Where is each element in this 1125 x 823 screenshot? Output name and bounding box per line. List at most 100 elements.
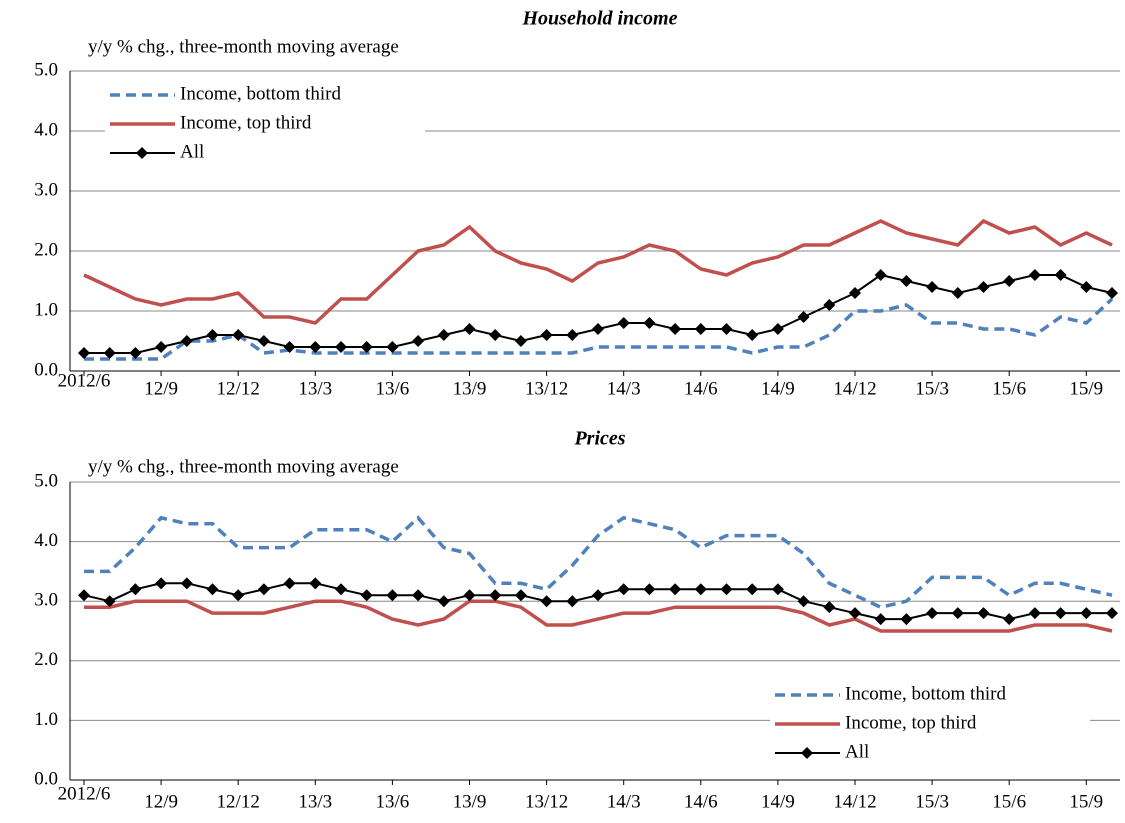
x-tick-label: 12/9 bbox=[144, 378, 178, 399]
diamond-marker bbox=[514, 335, 527, 347]
diamond-marker bbox=[309, 341, 322, 353]
diamond-marker bbox=[1106, 607, 1118, 620]
y-tick-label: 2.0 bbox=[34, 649, 58, 670]
diamond-marker bbox=[720, 323, 733, 335]
diamond-marker bbox=[335, 583, 347, 596]
series-line bbox=[83, 218, 1113, 325]
y-tick-label: 2.0 bbox=[34, 239, 58, 260]
chart-title: Prices bbox=[573, 428, 625, 450]
diamond-marker bbox=[437, 329, 450, 341]
legend-label: Income, bottom third bbox=[845, 683, 1006, 704]
diamond-marker bbox=[1003, 613, 1016, 626]
x-tick-label: 2012/6 bbox=[58, 370, 111, 391]
diamond-marker bbox=[129, 583, 142, 596]
diamond-marker bbox=[874, 613, 887, 626]
diamond-marker bbox=[360, 341, 373, 353]
x-tick-label: 14/12 bbox=[833, 378, 876, 399]
diamond-marker bbox=[1003, 275, 1016, 287]
diamond-marker bbox=[540, 595, 553, 608]
chart-title: Household income bbox=[521, 8, 677, 30]
y-tick-label: 1.0 bbox=[34, 709, 58, 730]
x-tick-label: 12/12 bbox=[217, 791, 260, 812]
diamond-marker bbox=[257, 335, 270, 347]
diamond-marker bbox=[643, 317, 656, 329]
legend-marker bbox=[801, 747, 813, 759]
x-tick-label: 14/3 bbox=[607, 378, 641, 399]
diamond-marker bbox=[412, 335, 425, 347]
diamond-marker bbox=[1028, 607, 1041, 620]
diamond-marker bbox=[1054, 269, 1067, 281]
series-line bbox=[84, 515, 1113, 610]
legend-label: All bbox=[845, 741, 869, 762]
diamond-marker bbox=[977, 281, 990, 293]
legend-label: Income, top third bbox=[845, 712, 977, 733]
x-tick-label: 12/9 bbox=[144, 791, 178, 812]
x-tick-label: 13/3 bbox=[298, 791, 332, 812]
diamond-marker bbox=[360, 589, 373, 602]
diamond-marker bbox=[129, 347, 142, 359]
diamond-marker bbox=[1106, 287, 1118, 299]
legend-marker bbox=[136, 147, 148, 159]
diamond-marker bbox=[232, 589, 245, 602]
x-tick-label: 15/6 bbox=[992, 378, 1026, 399]
diamond-marker bbox=[386, 341, 399, 353]
diamond-marker bbox=[78, 589, 90, 602]
x-tick-label: 15/9 bbox=[1069, 378, 1103, 399]
diamond-marker bbox=[669, 583, 682, 596]
diamond-marker bbox=[951, 287, 964, 299]
diamond-marker bbox=[489, 329, 502, 341]
diamond-marker bbox=[463, 323, 476, 335]
diamond-marker bbox=[694, 323, 707, 335]
diamond-marker bbox=[771, 323, 784, 335]
diamond-marker bbox=[540, 329, 553, 341]
x-tick-label: 15/9 bbox=[1069, 791, 1103, 812]
diamond-marker bbox=[103, 595, 116, 608]
diamond-marker bbox=[206, 329, 219, 341]
y-tick-label: 3.0 bbox=[34, 179, 58, 200]
x-tick-label: 14/6 bbox=[684, 791, 718, 812]
diamond-marker bbox=[874, 269, 887, 281]
diamond-marker bbox=[977, 607, 990, 620]
diamond-marker bbox=[926, 281, 939, 293]
diamond-marker bbox=[746, 583, 759, 596]
y-tick-label: 1.0 bbox=[34, 299, 58, 320]
diamond-marker bbox=[746, 329, 759, 341]
diamond-marker bbox=[797, 595, 810, 608]
diamond-marker bbox=[180, 577, 193, 590]
diamond-marker bbox=[1080, 281, 1093, 293]
diamond-marker bbox=[797, 311, 810, 323]
diamond-marker bbox=[1028, 269, 1041, 281]
x-tick-label: 13/9 bbox=[453, 791, 487, 812]
diamond-marker bbox=[823, 601, 836, 614]
diamond-marker bbox=[669, 323, 682, 335]
legend-label: Income, bottom third bbox=[180, 83, 341, 104]
y-tick-label: 4.0 bbox=[34, 119, 58, 140]
diamond-marker bbox=[1080, 607, 1093, 620]
x-tick-label: 12/12 bbox=[217, 378, 260, 399]
x-tick-label: 2012/6 bbox=[58, 783, 111, 804]
x-tick-label: 14/3 bbox=[607, 791, 641, 812]
axis-subtitle: y/y % chg., three-month moving average bbox=[88, 456, 399, 477]
diamond-marker bbox=[694, 583, 707, 596]
diamond-marker bbox=[463, 589, 476, 602]
x-tick-label: 14/12 bbox=[833, 791, 876, 812]
y-tick-label: 5.0 bbox=[34, 470, 58, 491]
diamond-marker bbox=[489, 589, 502, 602]
diamond-marker bbox=[103, 347, 116, 359]
x-tick-label: 15/3 bbox=[915, 791, 949, 812]
diamond-marker bbox=[335, 341, 347, 353]
y-tick-label: 0.0 bbox=[34, 768, 58, 789]
diamond-marker bbox=[771, 583, 784, 596]
diamond-marker bbox=[643, 583, 656, 596]
x-tick-label: 14/9 bbox=[761, 378, 795, 399]
x-tick-label: 13/12 bbox=[525, 378, 568, 399]
diamond-marker bbox=[514, 589, 527, 602]
x-tick-label: 13/3 bbox=[298, 378, 332, 399]
diamond-marker bbox=[155, 341, 168, 353]
diamond-marker bbox=[592, 323, 604, 335]
series-line bbox=[84, 599, 1113, 633]
diamond-marker bbox=[180, 335, 193, 347]
x-tick-label: 15/3 bbox=[915, 378, 949, 399]
diamond-marker bbox=[566, 329, 579, 341]
diamond-marker bbox=[849, 607, 861, 620]
